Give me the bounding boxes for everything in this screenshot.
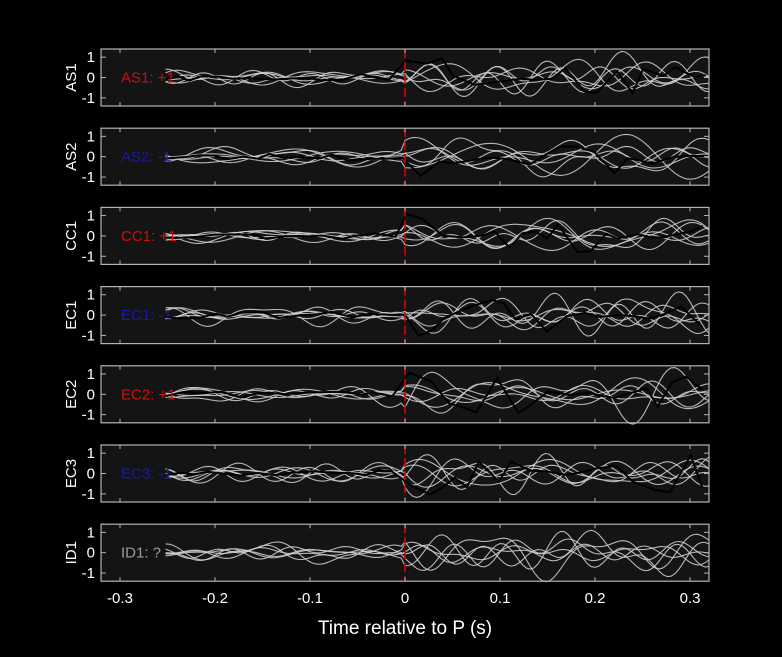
reference-trace <box>165 458 710 486</box>
y-tick-label: 0 <box>87 307 95 324</box>
reference-trace <box>165 217 710 250</box>
station-axis-label: EC3 <box>63 459 80 488</box>
x-tick-label: 0.3 <box>680 590 701 607</box>
x-tick-label: -0.3 <box>107 590 133 607</box>
y-tick-label: 1 <box>87 524 95 541</box>
y-tick-label: 1 <box>87 49 95 66</box>
reference-trace <box>165 456 710 498</box>
reference-trace <box>165 454 710 491</box>
station-trace <box>165 212 704 254</box>
reference-trace <box>165 136 710 169</box>
reference-trace <box>165 56 710 92</box>
station-trace <box>165 452 704 496</box>
reference-trace <box>165 461 710 487</box>
y-tick-label: 0 <box>87 228 95 245</box>
station-trace <box>165 57 706 96</box>
reference-trace <box>165 60 710 97</box>
reference-trace <box>165 383 710 403</box>
y-tick-label: 0 <box>87 70 95 87</box>
x-tick-label: 0 <box>401 590 409 607</box>
station-axis-label: EC1 <box>63 301 80 330</box>
station-trace <box>165 145 707 178</box>
y-tick-label: -1 <box>82 169 95 186</box>
y-tick-label: -1 <box>82 407 95 424</box>
station-axis-label: ID1 <box>63 541 80 564</box>
reference-trace <box>165 291 710 337</box>
y-tick-label: 1 <box>87 445 95 462</box>
y-tick-label: -1 <box>82 486 95 503</box>
x-tick-label: -0.1 <box>297 590 323 607</box>
polarity-label: CC1: +1 <box>121 228 176 245</box>
station-axis-label: CC1 <box>63 221 80 251</box>
y-tick-label: -1 <box>82 90 95 107</box>
polarity-label: EC1: -1 <box>121 307 172 324</box>
polarity-label: ID1: ? <box>121 545 161 562</box>
polarity-label: EC3: -1 <box>121 466 172 483</box>
station-axis-label: EC2 <box>63 380 80 409</box>
y-tick-label: 0 <box>87 149 95 166</box>
reference-trace <box>165 533 710 583</box>
polarity-label: AS2: -1 <box>121 149 171 166</box>
reference-trace <box>165 137 710 178</box>
y-tick-label: -1 <box>82 248 95 265</box>
reference-trace <box>165 541 710 566</box>
y-tick-label: -1 <box>82 327 95 344</box>
reference-trace <box>165 384 710 403</box>
station-axis-label: AS2 <box>63 143 80 171</box>
y-tick-label: 0 <box>87 466 95 483</box>
x-tick-label: 0.1 <box>490 590 511 607</box>
y-tick-label: 0 <box>87 386 95 403</box>
reference-trace <box>165 61 710 93</box>
reference-trace <box>165 302 710 331</box>
reference-trace <box>165 538 710 572</box>
y-tick-label: 1 <box>87 128 95 145</box>
station-trace <box>165 299 703 338</box>
y-tick-label: 0 <box>87 545 95 562</box>
reference-trace <box>165 367 710 425</box>
x-tick-label: -0.2 <box>202 590 228 607</box>
reference-trace <box>165 460 710 488</box>
x-axis-label: Time relative to P (s) <box>318 618 492 639</box>
y-tick-label: -1 <box>82 565 95 582</box>
station-axis-label: AS1 <box>63 63 80 91</box>
x-tick-label: 0.2 <box>585 590 606 607</box>
reference-trace <box>165 50 710 97</box>
y-tick-label: 1 <box>87 287 95 304</box>
reference-trace <box>165 530 710 570</box>
y-tick-label: 1 <box>87 366 95 383</box>
y-tick-label: 1 <box>87 208 95 225</box>
x-axis: -0.3 -0.2 -0.1 0 0.1 0.2 0.3 <box>107 590 700 607</box>
polarity-label: EC2: +1 <box>121 386 176 403</box>
station-trace <box>165 371 703 415</box>
polarity-label: AS1: +1 <box>121 70 175 87</box>
reference-trace <box>165 304 710 327</box>
